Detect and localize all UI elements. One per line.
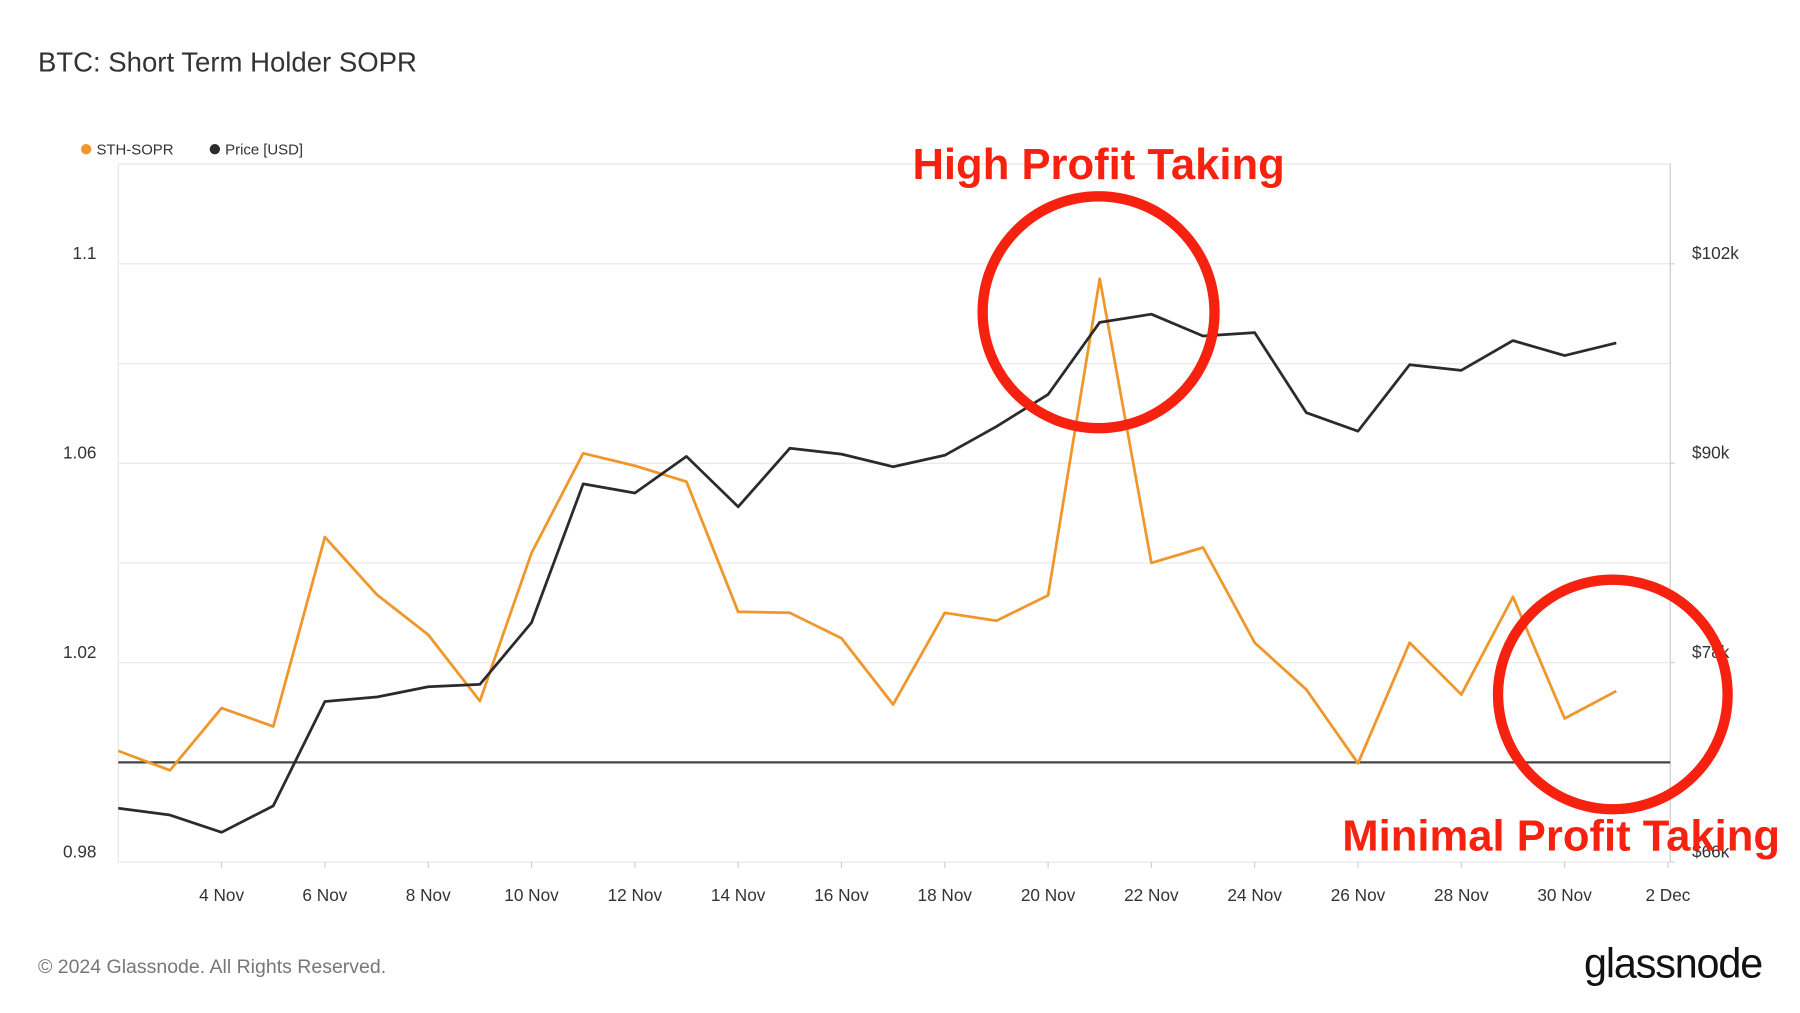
legend-label: Price [USD] <box>225 141 303 158</box>
x-tick-label: 24 Nov <box>1227 885 1282 905</box>
y-tick-label: 0.98 <box>63 841 96 861</box>
highlight-circle <box>1492 574 1733 815</box>
x-tick-label: 6 Nov <box>302 885 347 905</box>
footer: © 2024 Glassnode. All Rights Reserved. <box>38 956 386 978</box>
x-tick-label: 20 Nov <box>1021 885 1076 905</box>
plot-frame <box>117 163 1671 863</box>
y-tick-label: 1.02 <box>63 642 96 662</box>
annotation: High Profit Taking <box>912 141 1284 189</box>
y2-tick-label: $66k <box>1692 841 1730 861</box>
legend-label: STH-SOPR <box>96 141 173 158</box>
x-tick-label: 12 Nov <box>608 885 663 905</box>
x-tick-label: 10 Nov <box>504 885 559 905</box>
x-tick-label: 14 Nov <box>711 885 766 905</box>
series-line <box>117 277 1617 772</box>
brand-logo: glassnode <box>1584 940 1762 986</box>
y2-tick-label: $102k <box>1692 243 1739 263</box>
x-tick-label: 16 Nov <box>814 885 869 905</box>
x-tick-label: 28 Nov <box>1434 885 1489 905</box>
y-tick-label: 1.1 <box>73 243 97 263</box>
highlight-circle <box>977 191 1220 434</box>
x-tick-label: 2 Dec <box>1645 885 1690 905</box>
x-tick-label: 30 Nov <box>1537 885 1592 905</box>
x-tick-label: 4 Nov <box>199 885 244 905</box>
annotation: Minimal Profit Taking <box>1342 813 1780 861</box>
y-tick-label: 1.06 <box>63 443 96 463</box>
x-tick-label: 8 Nov <box>406 885 451 905</box>
series-line <box>118 312 1617 834</box>
legend-swatch <box>209 144 221 155</box>
chart-title: BTC: Short Term Holder SOPR <box>38 47 417 78</box>
x-tick-label: 18 Nov <box>918 885 973 905</box>
y2-tick-label: $90k <box>1692 443 1730 463</box>
legend-swatch <box>80 144 92 155</box>
x-tick-label: 26 Nov <box>1331 885 1386 905</box>
x-tick-label: 22 Nov <box>1124 885 1179 905</box>
